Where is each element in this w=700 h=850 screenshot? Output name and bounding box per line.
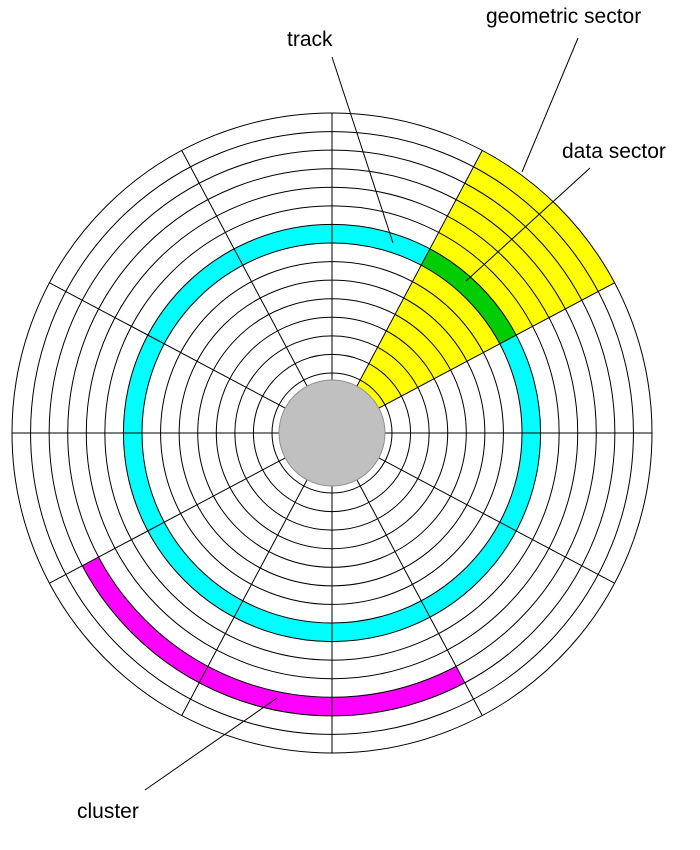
disk-spoke [49, 457, 286, 584]
spindle-hub [278, 379, 386, 487]
track-leader-line [331, 56, 394, 244]
disk-spoke [356, 150, 483, 387]
cluster-leader-line [144, 697, 278, 791]
disk-spoke [378, 457, 615, 584]
data-sector-label: data sector [562, 140, 666, 163]
disk-spoke [181, 479, 308, 716]
track-label: track [287, 28, 333, 51]
cluster-label: cluster [77, 800, 139, 823]
geometric-sector-label: geometric sector [486, 5, 642, 28]
disk-spoke [356, 479, 483, 716]
cluster-arc [82, 557, 465, 716]
geometric-sector-wedge [356, 150, 615, 409]
data-sector-leader-line [465, 167, 591, 282]
geometric-sector-leader-line [521, 37, 579, 173]
disk-spoke [378, 282, 615, 409]
disk-spoke [181, 150, 308, 387]
disk-spoke [49, 282, 286, 409]
data-sector-arc [421, 248, 517, 344]
